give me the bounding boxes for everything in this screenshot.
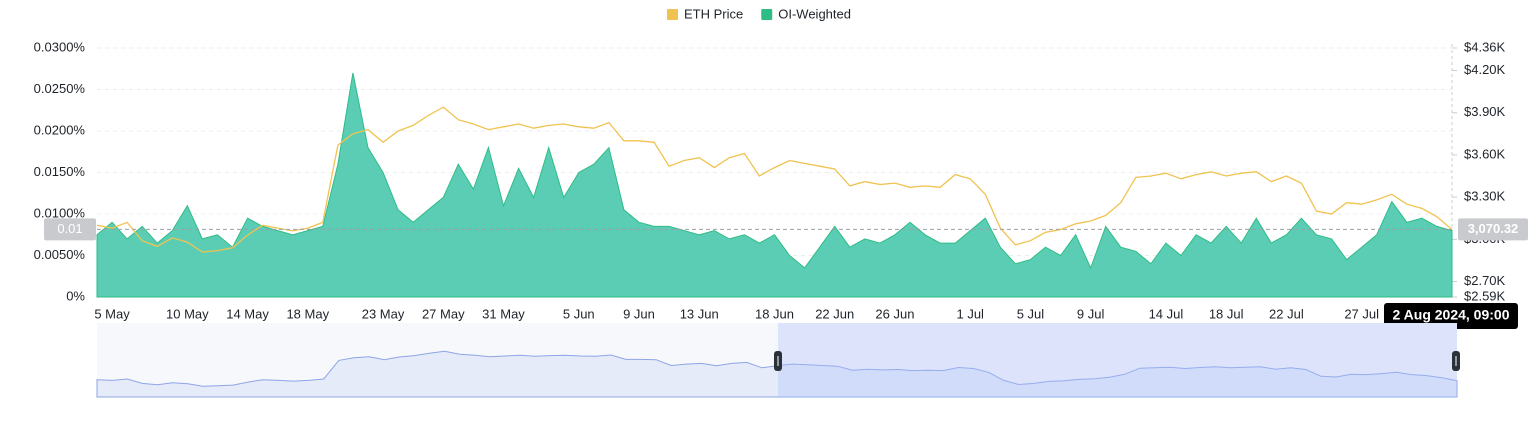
x-tick-label: 27 May xyxy=(422,306,465,321)
price-line xyxy=(96,106,1453,253)
y-tick-label: 0.0050% xyxy=(34,247,86,262)
x-tick-label: 5 May xyxy=(94,306,130,321)
x-tick-label: 10 May xyxy=(166,306,209,321)
x-tick-label: 5 Jul xyxy=(1017,306,1045,321)
navigator-window xyxy=(778,323,1457,397)
x-tick-label: 18 May xyxy=(286,306,329,321)
cursor-y-box xyxy=(44,218,96,241)
cursor-y2-label: 3,070.32 xyxy=(1468,221,1519,236)
x-tick-label: 9 Jun xyxy=(623,306,655,321)
legend-label: OI-Weighted xyxy=(778,6,851,21)
cursor-x-box xyxy=(1384,303,1518,329)
x-tick-label: 18 Jul xyxy=(1209,306,1244,321)
x-tick-label: 9 Jul xyxy=(1077,306,1105,321)
x-tick-label: 31 May xyxy=(482,306,525,321)
x-tick-label: 13 Jun xyxy=(680,306,719,321)
y2-tick-label: $4.20K xyxy=(1464,62,1506,77)
y-tick-label: 0.0300% xyxy=(34,39,86,54)
x-tick-label: 27 Jul xyxy=(1344,306,1379,321)
y-tick-label: 0.0150% xyxy=(34,164,86,179)
x-tick-label: 14 Jul xyxy=(1149,306,1184,321)
x-tick-label: 23 May xyxy=(362,306,405,321)
x-tick-label: 26 Jun xyxy=(875,306,914,321)
x-tick-label: 1 Jul xyxy=(956,306,984,321)
legend-swatch xyxy=(667,9,678,20)
y-tick-label: 0.0100% xyxy=(34,205,86,220)
y2-tick-label: $4.36K xyxy=(1464,39,1506,54)
cursor-x-label: 2 Aug 2024, 09:00 xyxy=(1393,307,1510,323)
x-tick-label: 18 Jun xyxy=(755,306,794,321)
x-tick-label: 5 Jun xyxy=(563,306,595,321)
navigator-area xyxy=(96,350,1458,398)
y-tick-label: 0.0250% xyxy=(34,81,86,96)
x-tick-label: 22 Jun xyxy=(815,306,854,321)
oi-area xyxy=(96,72,1453,298)
y2-tick-label: $3.60K xyxy=(1464,146,1506,161)
cursor-y-label: 0.01 xyxy=(57,221,82,236)
x-tick-label: 22 Jul xyxy=(1269,306,1304,321)
legend-label: ETH Price xyxy=(684,6,743,21)
cursor-y2-box xyxy=(1458,218,1528,241)
y-tick-label: 0% xyxy=(66,288,85,303)
y2-tick-label: $3.30K xyxy=(1464,189,1506,204)
x-tick-label: 14 May xyxy=(226,306,269,321)
y-tick-label: 0.0200% xyxy=(34,122,86,137)
y2-tick-label: $3.90K xyxy=(1464,104,1506,119)
legend-swatch xyxy=(761,9,773,20)
y2-tick-label: $2.59K xyxy=(1464,288,1506,303)
y2-tick-label: $2.70K xyxy=(1464,273,1506,288)
